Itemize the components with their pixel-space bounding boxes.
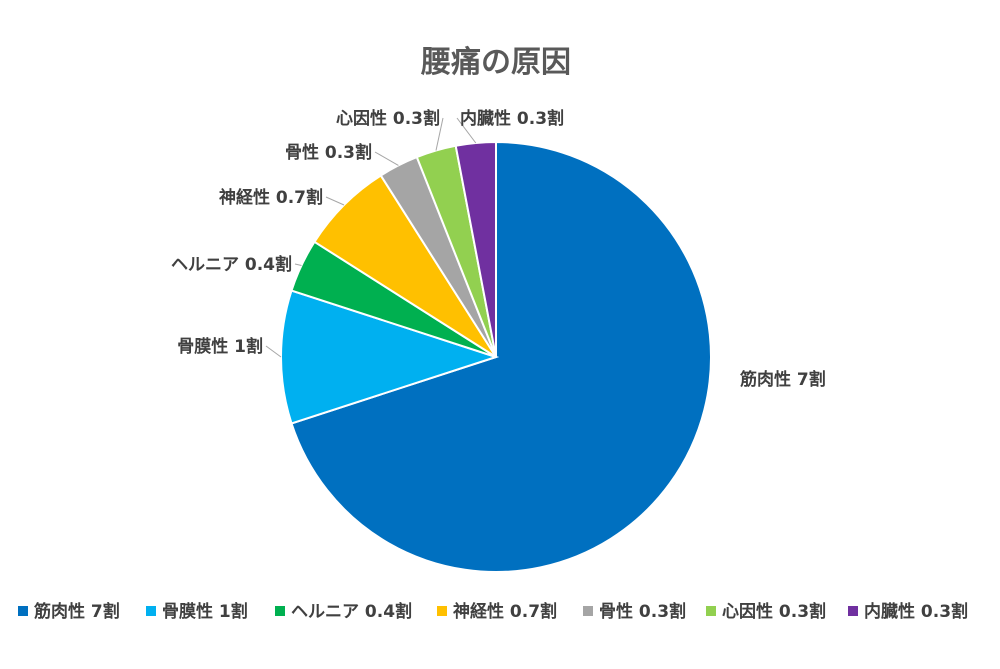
legend-swatch-1 xyxy=(18,606,28,616)
legend-swatch-5 xyxy=(583,606,593,616)
leader-line-3 xyxy=(294,263,302,266)
legend-label-6: 心因性 0.3割 xyxy=(722,601,826,622)
leader-lines xyxy=(265,117,477,358)
data-label-5: 骨性 0.3割 xyxy=(285,142,372,163)
leader-line-6 xyxy=(435,117,444,151)
data-label-1: 筋肉性 7割 xyxy=(739,369,826,390)
leader-line-5 xyxy=(374,151,399,166)
data-label-7: 内臓性 0.3割 xyxy=(460,108,564,129)
data-label-2: 骨膜性 1割 xyxy=(177,336,263,357)
legend-label-7: 内臓性 0.3割 xyxy=(864,601,968,622)
pie-slices xyxy=(279,140,712,573)
pie-slice-1 xyxy=(290,140,712,573)
legend-swatch-7 xyxy=(848,606,858,616)
leader-line-4 xyxy=(325,196,345,206)
leader-line-2 xyxy=(265,345,282,358)
legend-swatch-4 xyxy=(437,606,447,616)
legend-swatch-2 xyxy=(146,606,156,616)
legend-label-4: 神経性 0.7割 xyxy=(453,601,557,622)
leader-line-7 xyxy=(456,117,477,144)
legend-label-2: 骨膜性 1割 xyxy=(162,601,248,622)
data-labels: 筋肉性 7割 骨膜性 1割 ヘルニア 0.4割 神経性 0.7割 骨性 0.3割 心因性 … xyxy=(171,108,826,390)
data-label-6: 心因性 0.3割 xyxy=(336,108,440,129)
legend-label-3: ヘルニア 0.4割 xyxy=(291,601,412,622)
data-label-4: 神経性 0.7割 xyxy=(219,187,323,208)
chart-title: 腰痛の原因 xyxy=(421,45,571,80)
legend: 筋肉性 7割 骨膜性 1割 ヘルニア 0.4割 神経性 0.7割 骨性 0.3割 心因性 … xyxy=(18,601,968,622)
legend-label-5: 骨性 0.3割 xyxy=(599,601,686,622)
data-label-3: ヘルニア 0.4割 xyxy=(171,254,292,275)
legend-swatch-3 xyxy=(275,606,285,616)
legend-label-1: 筋肉性 7割 xyxy=(33,601,120,622)
legend-swatch-6 xyxy=(706,606,716,616)
